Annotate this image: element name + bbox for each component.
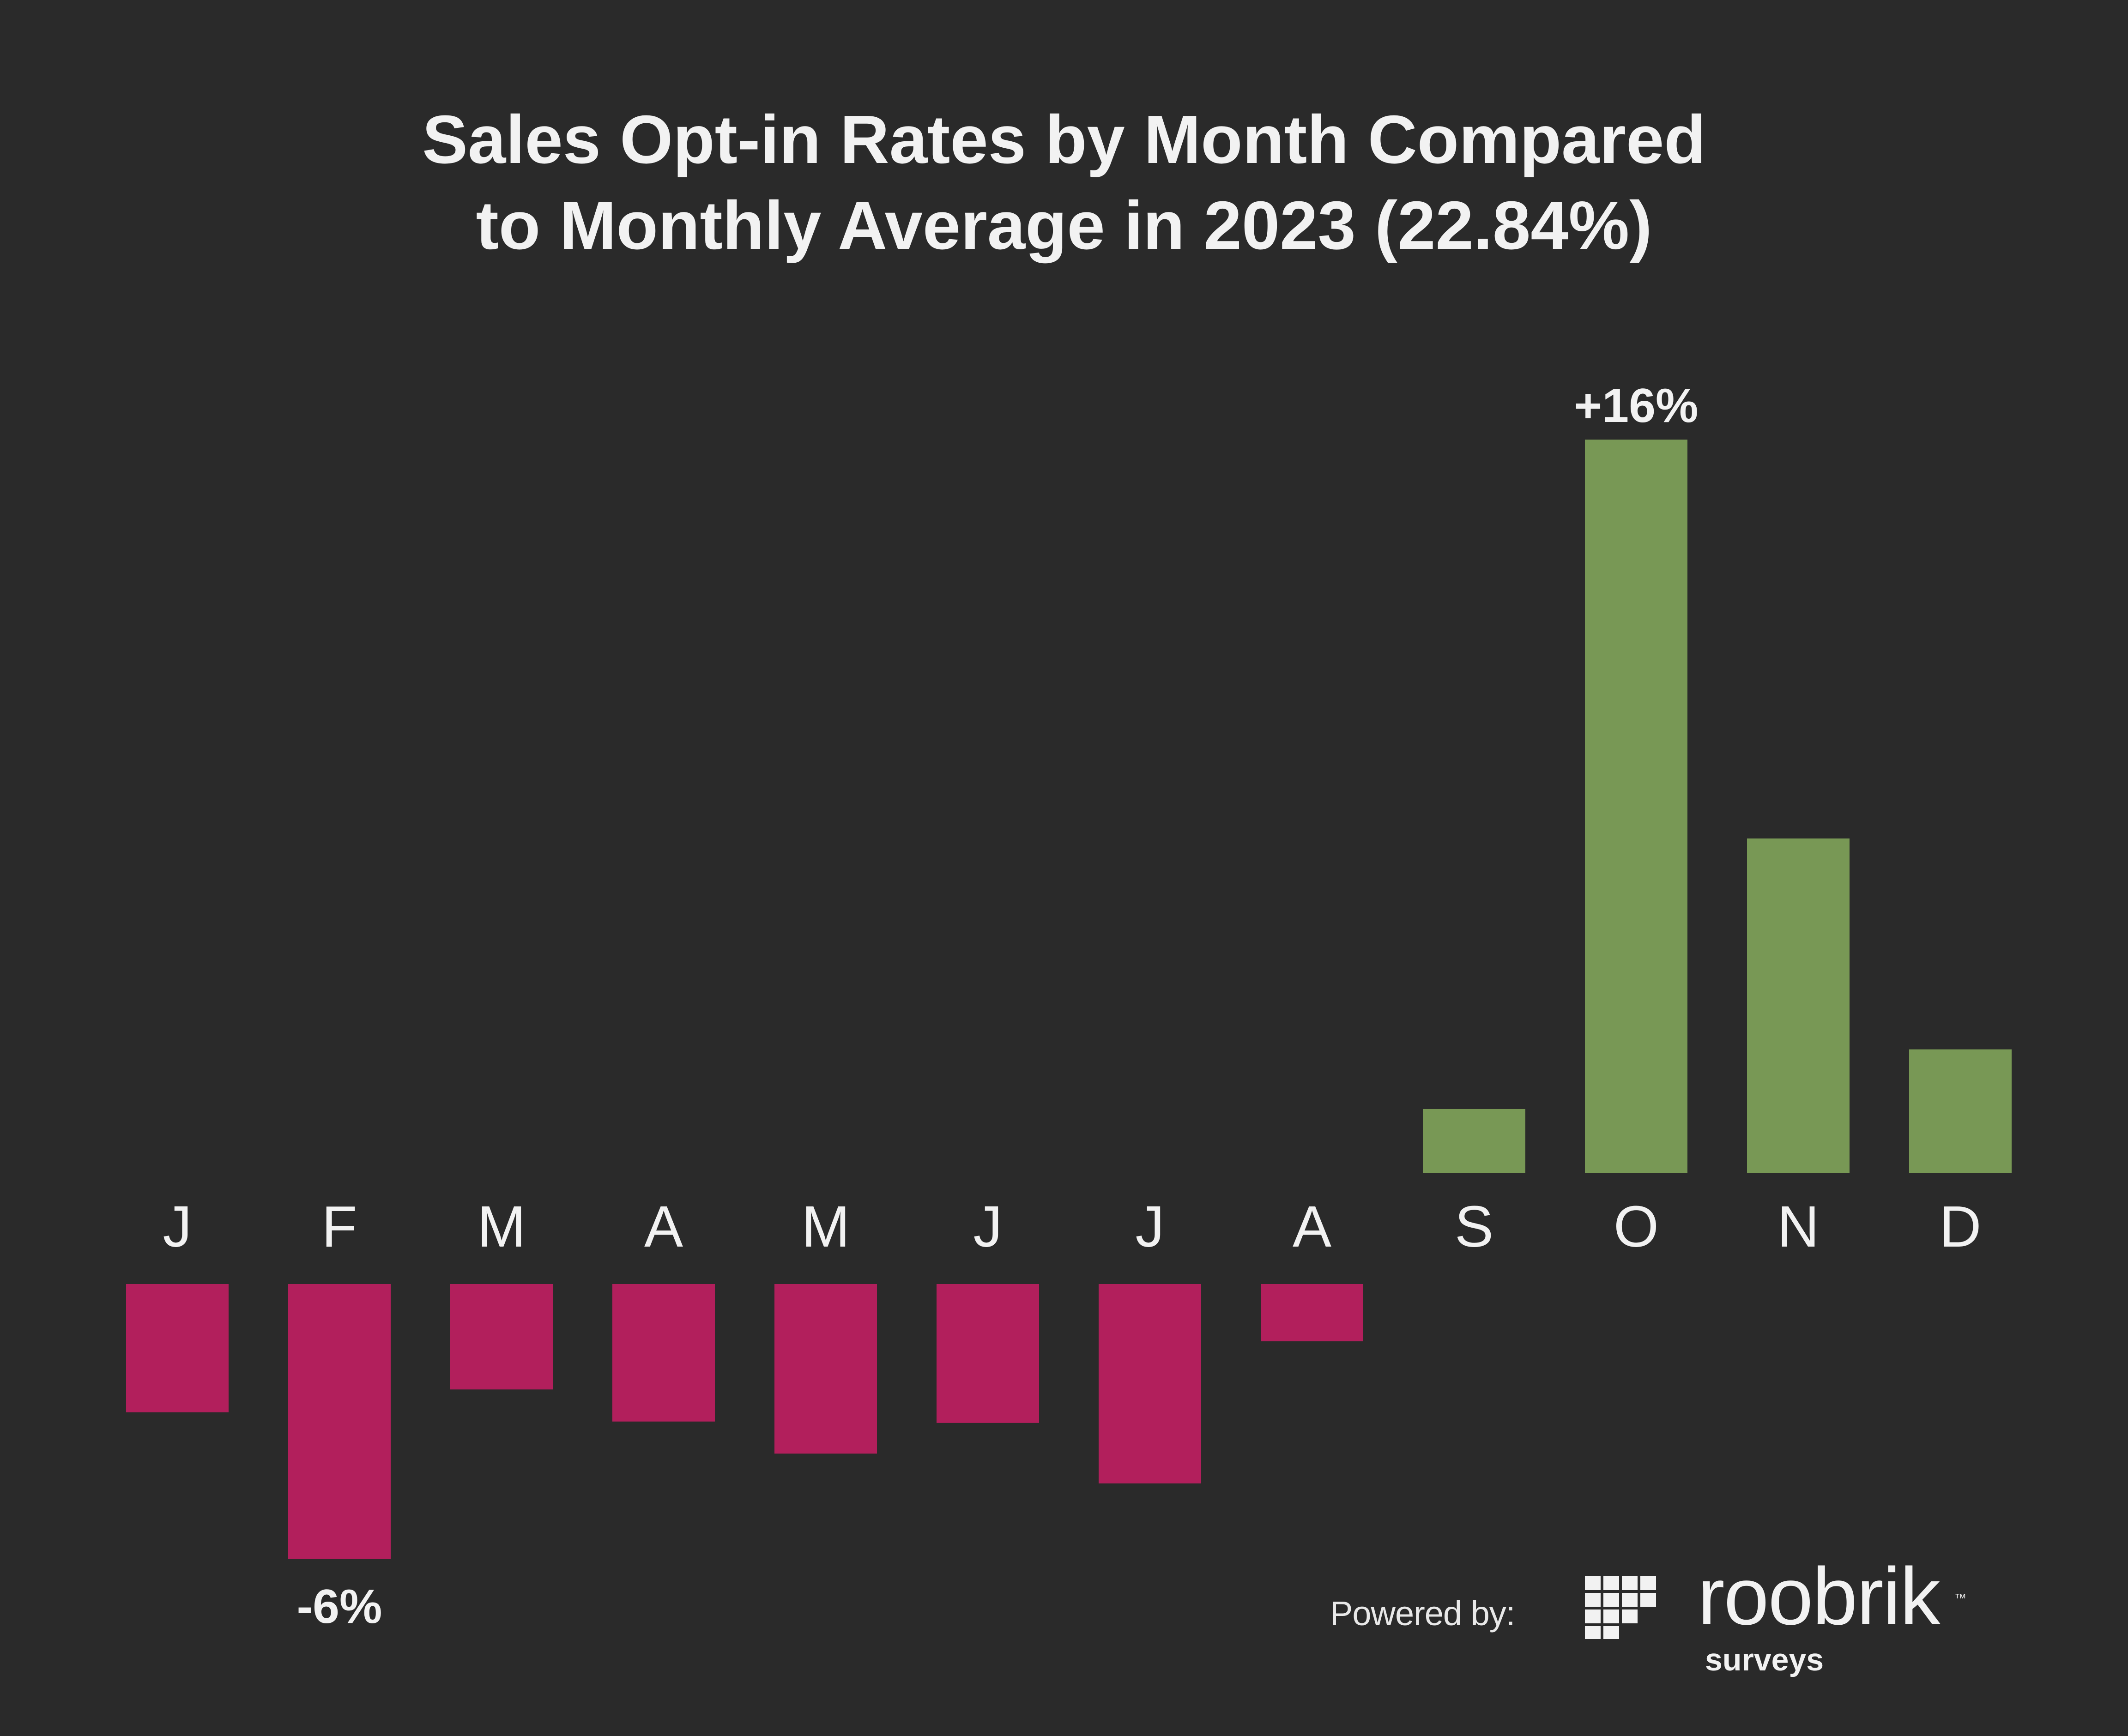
bar-4 (612, 1284, 715, 1422)
data-label-1: -6% (297, 1580, 382, 1634)
data-label-2: +16% (1574, 379, 1699, 433)
category-label-2: F (322, 1194, 357, 1259)
bar-11 (1747, 838, 1850, 1173)
category-label-7: J (1136, 1194, 1165, 1259)
bar-8 (1261, 1284, 1363, 1342)
category-label-11: N (1777, 1194, 1820, 1259)
category-label-3: M (478, 1194, 526, 1259)
bar-2 (288, 1284, 391, 1559)
powered-by-label: Powered by: (1330, 1594, 1515, 1633)
roobrik-logo-icon (1585, 1576, 1656, 1639)
category-label-9: S (1455, 1194, 1493, 1259)
bar-9 (1423, 1109, 1525, 1173)
chart-title-line-1: Sales Opt-in Rates by Month Compared (422, 102, 1706, 178)
category-label-8: A (1293, 1194, 1331, 1259)
category-label-1: J (163, 1194, 192, 1259)
chart-title: Sales Opt-in Rates by Month Compared to … (0, 97, 2128, 269)
bar-5 (774, 1284, 877, 1454)
category-label-5: M (802, 1194, 850, 1259)
bar-10 (1585, 440, 1687, 1174)
category-label-6: J (973, 1194, 1003, 1259)
category-label-12: D (1940, 1194, 1982, 1259)
bar-1 (126, 1284, 229, 1413)
bar-6 (937, 1284, 1039, 1423)
bar-7 (1099, 1284, 1201, 1483)
roobrik-trademark: ™ (1954, 1591, 1966, 1605)
roobrik-wordmark: roobrik (1698, 1551, 1941, 1642)
chart-title-line-2: to Monthly Average in 2023 (22.84%) (476, 187, 1652, 264)
category-label-4: A (644, 1194, 683, 1259)
category-label-10: O (1614, 1194, 1659, 1259)
bar-3 (450, 1284, 553, 1390)
roobrik-surveys-label: surveys (1705, 1642, 1824, 1677)
bar-12 (1909, 1049, 2012, 1173)
